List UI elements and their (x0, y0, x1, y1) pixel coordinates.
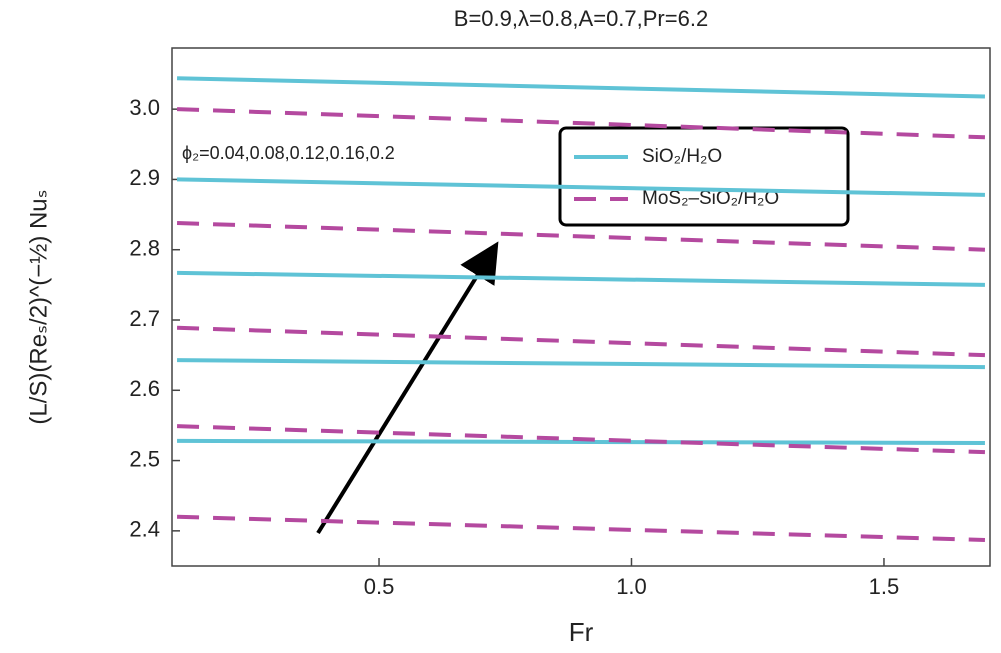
line (176, 325, 986, 358)
legend-box (558, 126, 850, 227)
y-tick-label: 2.5 (129, 446, 160, 471)
y-tick-label: 2.9 (129, 165, 160, 190)
chart-title: B=0.9,λ=0.8,A=0.7,Pr=6.2 (454, 6, 708, 31)
x-tick-label: 1.5 (869, 574, 900, 599)
line (177, 177, 985, 197)
plot-frame (171, 47, 991, 567)
legend-label: MoS₂–SiO₂/H₂O (642, 188, 779, 209)
x-tick-label: 1.0 (616, 574, 647, 599)
legend-label: SiO₂/H₂O (642, 146, 722, 167)
y-tick-label: 3.0 (129, 95, 160, 120)
y-tick-label: 2.6 (129, 376, 160, 401)
arrow (316, 241, 499, 535)
x-tick-label: 0.5 (364, 574, 395, 599)
line (177, 76, 985, 99)
line (177, 438, 985, 446)
y-tick-label: 2.4 (129, 517, 160, 542)
x-axis-label: Fr (569, 617, 594, 647)
line (176, 514, 986, 542)
line (176, 221, 986, 252)
line (176, 424, 986, 455)
y-tick-label: 2.7 (129, 306, 160, 331)
y-tick-label: 2.8 (129, 236, 160, 261)
legend: SiO₂/H₂O MoS₂–SiO₂/H₂O (558, 126, 850, 227)
line (177, 270, 985, 287)
line (177, 358, 985, 370)
y-axis-label: (L/S)(Reₛ/2)^(−½) Nuₛ (25, 189, 52, 424)
annotation: ϕ₂=0.04,0.08,0.12,0.16,0.2 (182, 143, 395, 163)
line (176, 107, 986, 140)
